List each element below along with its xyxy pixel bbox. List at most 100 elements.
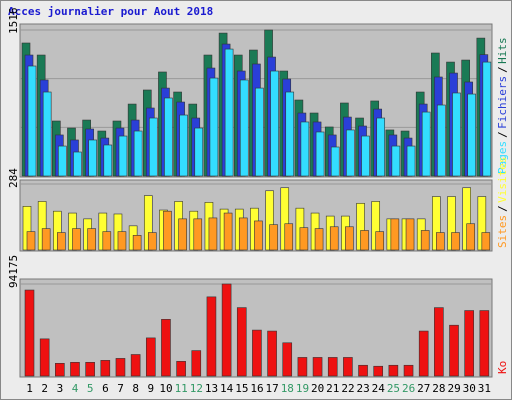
bar (300, 121, 310, 177)
bar (70, 362, 80, 377)
x-tick-label: 29 (447, 382, 460, 395)
y-tick-label: 284 (7, 168, 20, 188)
bar (42, 91, 52, 177)
bar (193, 218, 203, 251)
bar (57, 232, 66, 251)
x-tick-label: 15 (235, 382, 248, 395)
legend-separator: / (496, 205, 509, 212)
bar (330, 146, 340, 177)
bar (145, 337, 156, 377)
bar (41, 228, 51, 251)
bar (327, 357, 338, 377)
x-tick-label: 7 (117, 382, 124, 395)
bar (55, 363, 65, 377)
y-tick-label: 94175 (7, 255, 20, 288)
bar (312, 357, 323, 377)
bar (206, 296, 217, 377)
bar (102, 231, 112, 251)
bar (103, 144, 113, 177)
bar (436, 232, 445, 251)
bar (224, 48, 234, 177)
x-tick-label: 4 (72, 382, 79, 395)
legend-label: Hits (496, 37, 509, 64)
x-tick-label: 9 (148, 382, 155, 395)
bar (390, 218, 400, 251)
x-tick-label: 24 (372, 382, 386, 395)
bar (406, 145, 416, 177)
bar (148, 117, 158, 177)
bar (481, 232, 491, 251)
bar (130, 354, 141, 377)
bar (360, 230, 369, 251)
x-tick-label: 14 (220, 382, 234, 395)
bar (299, 227, 309, 251)
bar (375, 231, 385, 251)
legend-separator: / (496, 66, 509, 73)
x-tick-label: 11 (175, 382, 188, 395)
chart-title: Acces journalier pour Aout 2018 (8, 5, 213, 18)
x-tick-label: 17 (266, 382, 279, 395)
x-tick-label: 30 (463, 382, 476, 395)
bar (58, 145, 67, 177)
legend-label: Pages (496, 141, 509, 174)
x-tick-label: 8 (132, 382, 139, 395)
x-tick-label: 18 (281, 382, 294, 395)
bar (361, 135, 370, 177)
bar (24, 289, 35, 377)
x-tick-label: 13 (205, 382, 218, 395)
bar (358, 364, 368, 377)
bar (208, 217, 218, 251)
bar (178, 218, 187, 251)
bar (254, 220, 263, 251)
bar (466, 223, 475, 251)
bar (314, 228, 324, 251)
bar (482, 61, 492, 177)
bar (100, 360, 111, 377)
y-tick-label: 1516 (7, 8, 20, 35)
bar (118, 135, 128, 177)
bar (221, 283, 232, 377)
bar (39, 338, 50, 377)
x-tick-label: 19 (296, 382, 309, 395)
bar (27, 65, 37, 177)
bar (255, 87, 264, 177)
bar (464, 310, 474, 377)
bar (236, 307, 247, 377)
bar (284, 223, 294, 251)
bar (163, 210, 172, 251)
bar (420, 230, 430, 251)
bar (87, 228, 96, 251)
bar (343, 357, 353, 377)
legend-label: Sites (496, 215, 509, 248)
bar (209, 77, 219, 177)
bar (479, 310, 490, 377)
bar (297, 357, 308, 377)
bar (72, 228, 81, 251)
bar (267, 330, 277, 377)
bar (133, 130, 143, 177)
x-tick-label: 23 (357, 382, 370, 395)
bar (376, 117, 386, 177)
x-tick-label: 27 (417, 382, 430, 395)
x-tick-label: 25 (387, 382, 400, 395)
x-tick-label: 26 (402, 382, 415, 395)
x-tick-label: 21 (326, 382, 339, 395)
x-tick-label: 20 (311, 382, 324, 395)
bar (147, 232, 157, 251)
bar (252, 329, 262, 377)
bar (388, 364, 399, 377)
bar (161, 319, 171, 377)
bar (405, 218, 415, 251)
bar (191, 350, 202, 377)
legend-label: Ko (496, 361, 509, 374)
bar (164, 97, 173, 177)
bar (421, 111, 431, 177)
bar (452, 92, 461, 177)
bar (238, 217, 248, 251)
x-tick-label: 3 (57, 382, 64, 395)
bar (434, 307, 444, 377)
bar (223, 212, 233, 251)
bar (269, 224, 278, 251)
bar (467, 93, 476, 177)
